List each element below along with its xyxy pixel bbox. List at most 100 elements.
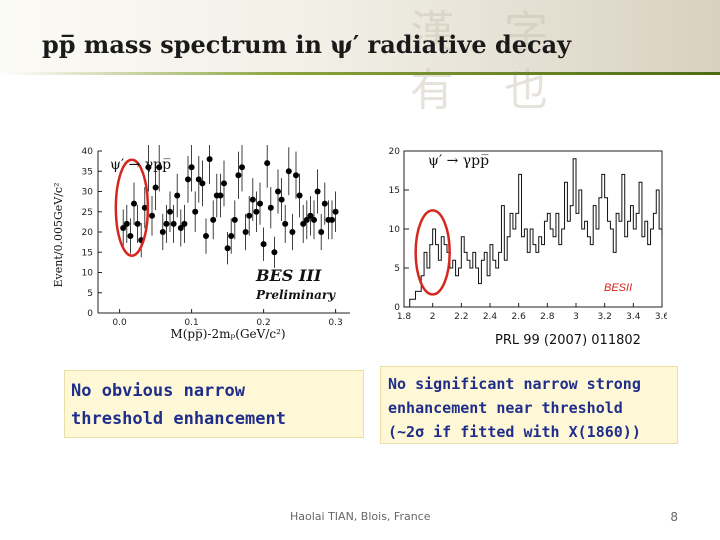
left-y-tick-label: 20 xyxy=(82,228,94,238)
right-note-line-2: enhancement near threshold xyxy=(388,399,623,417)
left-data-point xyxy=(177,224,184,231)
right-y-tick-label: 15 xyxy=(389,186,400,196)
calligraphy-watermark: 漢 字有 也 xyxy=(410,7,566,116)
left-data-point xyxy=(224,245,231,252)
left-x-tick-label: 0.1 xyxy=(184,318,198,328)
left-data-point xyxy=(134,220,141,227)
left-data-point xyxy=(249,196,256,203)
left-data-point xyxy=(127,233,134,240)
left-y-tick-label: 40 xyxy=(82,147,94,157)
left-data-point xyxy=(145,164,152,171)
right-x-tick-label: 3.4 xyxy=(626,312,641,322)
left-data-point xyxy=(321,200,328,207)
left-x-tick-label: 0.2 xyxy=(256,318,270,328)
left-data-point xyxy=(123,220,130,227)
left-data-point xyxy=(210,216,217,223)
left-data-point xyxy=(307,212,314,219)
left-data-point xyxy=(264,160,271,167)
left-data-point xyxy=(192,208,199,215)
left-data-point xyxy=(141,204,148,211)
right-x-tick-label: 2.6 xyxy=(512,312,527,322)
left-note-line-1: No obvious narrow xyxy=(71,381,245,401)
right-x-tick-label: 2 xyxy=(430,312,436,322)
left-data-point xyxy=(156,164,163,171)
left-data-point xyxy=(131,200,137,207)
left-data-point xyxy=(271,249,278,256)
left-y-tick-label: 30 xyxy=(82,188,94,198)
left-data-point xyxy=(260,241,267,248)
left-x-tick-label: 0.0 xyxy=(112,318,127,328)
right-x-tick-label: 2.2 xyxy=(454,312,468,322)
title-underline xyxy=(0,72,720,75)
left-y-tick-label: 25 xyxy=(82,208,93,218)
right-x-tick-label: 3.6 xyxy=(655,312,667,322)
left-data-point xyxy=(195,176,202,183)
left-data-point xyxy=(293,172,299,179)
left-threshold-circle xyxy=(114,158,150,257)
left-data-point xyxy=(303,216,310,223)
right-experiment-label: BESII xyxy=(604,282,632,294)
left-y-tick-label: 5 xyxy=(87,289,93,299)
right-y-tick-label: 0 xyxy=(394,303,400,313)
left-y-tick-label: 0 xyxy=(87,309,93,319)
left-data-point xyxy=(253,208,260,215)
left-data-point xyxy=(159,229,166,235)
left-data-point xyxy=(221,180,227,187)
left-data-point xyxy=(203,233,209,240)
left-histogram-panel: 0 5 10 15 20 25 30 35 40 0.0 0.1 0.2 0.3 ψ′ → γpp̅ BES… xyxy=(50,134,355,343)
right-note-line-1: No significant narrow strong xyxy=(388,375,641,393)
left-y-tick-label: 35 xyxy=(82,167,93,177)
left-data-point xyxy=(231,216,238,223)
left-data-point xyxy=(206,156,213,163)
footer-author: Haolai TIAN, Blois, France xyxy=(290,510,431,523)
left-y-axis-label: Event/0.005GeV/c² xyxy=(52,183,65,288)
left-data-point xyxy=(296,192,303,199)
left-data-point xyxy=(217,192,224,199)
left-data-point xyxy=(282,220,289,227)
left-x-axis-label: M(pp̅)-2mₚ(GeV/c²) xyxy=(170,327,285,341)
left-data-point xyxy=(163,220,170,227)
left-data-point xyxy=(285,168,292,175)
left-data-point xyxy=(228,233,235,240)
left-data-point xyxy=(267,204,274,211)
left-data-point xyxy=(181,220,188,227)
left-data-point xyxy=(235,172,242,179)
left-data-point xyxy=(185,176,191,183)
left-data-point xyxy=(170,220,177,227)
page-number: 8 xyxy=(670,510,678,524)
left-process-label: ψ′ → γpp̅ xyxy=(110,157,171,173)
left-note-line-2: threshold enhancement xyxy=(71,409,286,429)
left-data-point xyxy=(311,216,317,223)
left-data-point xyxy=(278,196,285,203)
left-data-point xyxy=(275,188,281,195)
left-histogram-chart: 0 5 10 15 20 25 30 35 40 0.0 0.1 0.2 0.3 ψ′ → γpp̅ BES… xyxy=(52,134,350,341)
left-data-point xyxy=(242,229,249,235)
left-y-tick-label: 10 xyxy=(82,269,94,279)
left-data-point xyxy=(257,200,263,207)
left-data-point xyxy=(329,216,335,223)
right-histogram-line xyxy=(404,158,663,308)
right-x-tick-label: 1.8 xyxy=(397,312,412,322)
right-x-tick-label: 2.8 xyxy=(540,312,555,322)
left-note-box: No obvious narrow threshold enhancement xyxy=(64,370,364,438)
left-data-point xyxy=(300,220,307,227)
left-data-point xyxy=(246,212,253,219)
right-threshold-circle xyxy=(414,209,451,296)
right-process-label: ψ′ → γpp̅ xyxy=(428,153,489,169)
right-y-tick-label: 5 xyxy=(394,264,400,274)
left-data-point xyxy=(188,164,195,171)
right-y-tick-label: 10 xyxy=(389,225,401,235)
left-data-point xyxy=(332,208,339,215)
right-x-tick-label: 3.2 xyxy=(598,312,612,322)
right-histogram-panel: 0 5 10 15 20 1.8 2 2.2 2.4 2.6 2.8 3 3.2 3.4 3.6 ψ′ → γ… xyxy=(382,145,670,325)
right-note-box: No significant narrow strong enhancement… xyxy=(380,366,678,444)
right-x-tick-label: 3 xyxy=(573,312,579,322)
left-data-point xyxy=(152,184,159,191)
left-data-point xyxy=(174,192,181,199)
left-experiment-label: BES III xyxy=(255,266,322,285)
left-data-point xyxy=(120,224,127,231)
right-histogram-chart: 0 5 10 15 20 1.8 2 2.2 2.4 2.6 2.8 3 3.2 3.4 3.6 ψ′ → γ… xyxy=(389,147,670,322)
left-data-point xyxy=(314,188,321,195)
page-title: pp̅ mass spectrum in ψ′ radiative decay xyxy=(42,30,572,59)
left-data-point xyxy=(239,164,245,171)
